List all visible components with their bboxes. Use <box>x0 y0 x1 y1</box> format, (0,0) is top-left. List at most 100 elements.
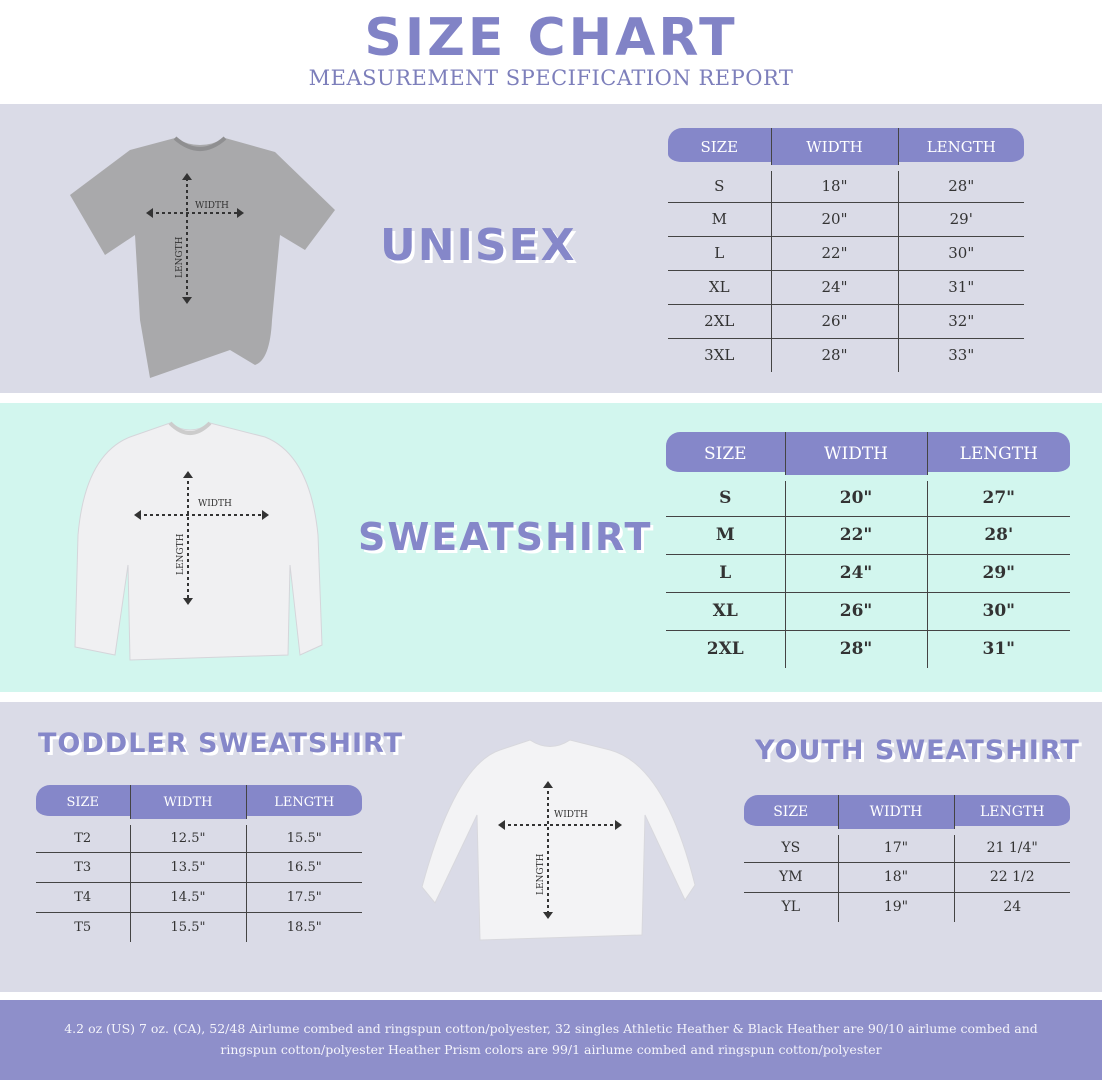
table-row: YM 18" 22 1/2 <box>744 861 1070 892</box>
size-cell: T2 <box>36 821 130 852</box>
column-header-width: WIDTH <box>129 785 246 822</box>
width-cell: 26" <box>784 591 927 630</box>
size-cell: M <box>668 201 771 236</box>
length-cell: 16.5" <box>245 851 362 882</box>
column-header-length: LENGTH <box>926 432 1070 478</box>
width-cell: 28" <box>770 337 898 372</box>
size-cell: 2XL <box>668 303 771 338</box>
table-row: 2XL 26" 32" <box>668 303 1024 338</box>
size-cell: YM <box>744 861 838 892</box>
length-cell: 15.5" <box>245 821 362 852</box>
width-cell: 18" <box>770 167 898 202</box>
width-cell: 18" <box>837 861 954 892</box>
length-cell: 32" <box>897 303 1024 338</box>
width-cell: 20" <box>784 477 927 516</box>
table-row: T4 14.5" 17.5" <box>36 881 362 912</box>
youth-heading: YOUTH SWEATSHIRT <box>755 735 1080 766</box>
table-row: T5 15.5" 18.5" <box>36 911 362 942</box>
size-cell: 2XL <box>666 629 785 668</box>
width-cell: 12.5" <box>129 821 246 852</box>
size-cell: S <box>666 477 785 516</box>
length-cell: 30" <box>897 235 1024 270</box>
width-cell: 24" <box>770 269 898 304</box>
table-row: M 20" 29' <box>668 201 1024 236</box>
size-cell: YL <box>744 891 838 922</box>
kids-sweatshirt-diagram: WIDTH LENGTH <box>421 739 696 941</box>
size-cell: L <box>666 553 785 592</box>
length-cell: 28" <box>897 167 1024 202</box>
width-label: WIDTH <box>195 201 229 211</box>
length-cell: 21 1/4" <box>953 831 1070 862</box>
column-header-length: LENGTH <box>897 128 1024 168</box>
length-cell: 18.5" <box>245 911 362 942</box>
length-cell: 29' <box>897 201 1024 236</box>
width-label: WIDTH <box>554 810 588 820</box>
sweatshirt-heading: SWEATSHIRT <box>358 515 653 559</box>
length-label: LENGTH <box>176 533 186 575</box>
size-cell: YS <box>744 831 838 862</box>
column-header-length: LENGTH <box>953 795 1070 832</box>
column-header-width: WIDTH <box>770 128 898 168</box>
table-header-row: SIZE WIDTH LENGTH <box>666 432 1070 478</box>
page-subtitle: MEASUREMENT SPECIFICATION REPORT <box>308 66 794 90</box>
size-cell: T5 <box>36 911 130 942</box>
tshirt-diagram: WIDTH LENGTH <box>70 136 335 378</box>
table-row: S 18" 28" <box>668 167 1024 202</box>
table-header-row: SIZE WIDTH LENGTH <box>668 128 1024 168</box>
length-cell: 22 1/2 <box>953 861 1070 892</box>
width-cell: 20" <box>770 201 898 236</box>
table-row: L 22" 30" <box>668 235 1024 270</box>
size-cell: M <box>666 515 785 554</box>
table-row: T3 13.5" 16.5" <box>36 851 362 882</box>
size-cell: T4 <box>36 881 130 912</box>
width-cell: 15.5" <box>129 911 246 942</box>
width-cell: 28" <box>784 629 927 668</box>
width-cell: 14.5" <box>129 881 246 912</box>
width-label: WIDTH <box>198 499 232 509</box>
unisex-size-table: SIZE WIDTH LENGTH S 18" 28" M 20" 29' L 22" 30" XL 24… <box>668 128 1024 372</box>
length-cell: 31" <box>926 629 1070 668</box>
toddler-heading: TODDLER SWEATSHIRT <box>38 728 404 759</box>
length-cell: 30" <box>926 591 1070 630</box>
size-cell: T3 <box>36 851 130 882</box>
width-cell: 22" <box>784 515 927 554</box>
width-cell: 17" <box>837 831 954 862</box>
table-row: YS 17" 21 1/4" <box>744 831 1070 862</box>
table-row: L 24" 29" <box>666 553 1070 592</box>
table-row: 3XL 28" 33" <box>668 337 1024 372</box>
column-header-size: SIZE <box>668 128 771 168</box>
table-row: XL 24" 31" <box>668 269 1024 304</box>
length-cell: 24 <box>953 891 1070 922</box>
table-row: YL 19" 24 <box>744 891 1070 922</box>
table-row: M 22" 28' <box>666 515 1070 554</box>
length-cell: 31" <box>897 269 1024 304</box>
fabric-description: 4.2 oz (US) 7 oz. (CA), 52/48 Airlume co… <box>64 1021 1038 1057</box>
width-cell: 24" <box>784 553 927 592</box>
page-title: SIZE CHART <box>364 8 738 68</box>
width-cell: 13.5" <box>129 851 246 882</box>
length-cell: 33" <box>897 337 1024 372</box>
unisex-heading: UNISEX <box>380 220 577 271</box>
length-cell: 17.5" <box>245 881 362 912</box>
size-cell: 3XL <box>668 337 771 372</box>
width-cell: 26" <box>770 303 898 338</box>
toddler-size-table: SIZE WIDTH LENGTH T2 12.5" 15.5" T3 13.5" 16.5" T… <box>36 785 362 942</box>
sweatshirt-size-table: SIZE WIDTH LENGTH S 20" 27" M 22" 28' L 24" 29" XL 26… <box>666 432 1070 668</box>
sweatshirt-diagram: WIDTH LENGTH <box>74 421 323 661</box>
table-row: XL 26" 30" <box>666 591 1070 630</box>
table-row: T2 12.5" 15.5" <box>36 821 362 852</box>
length-cell: 29" <box>926 553 1070 592</box>
column-header-width: WIDTH <box>837 795 954 832</box>
size-cell: L <box>668 235 771 270</box>
table-header-row: SIZE WIDTH LENGTH <box>36 785 362 822</box>
column-header-length: LENGTH <box>245 785 362 822</box>
length-label: LENGTH <box>175 236 185 278</box>
table-row: 2XL 28" 31" <box>666 629 1070 668</box>
size-cell: XL <box>666 591 785 630</box>
size-cell: S <box>668 167 771 202</box>
width-cell: 19" <box>837 891 954 922</box>
table-row: S 20" 27" <box>666 477 1070 516</box>
column-header-width: WIDTH <box>784 432 927 478</box>
column-header-size: SIZE <box>666 432 785 478</box>
youth-size-table: SIZE WIDTH LENGTH YS 17" 21 1/4" YM 18" 22 1/2 YL… <box>744 795 1070 922</box>
